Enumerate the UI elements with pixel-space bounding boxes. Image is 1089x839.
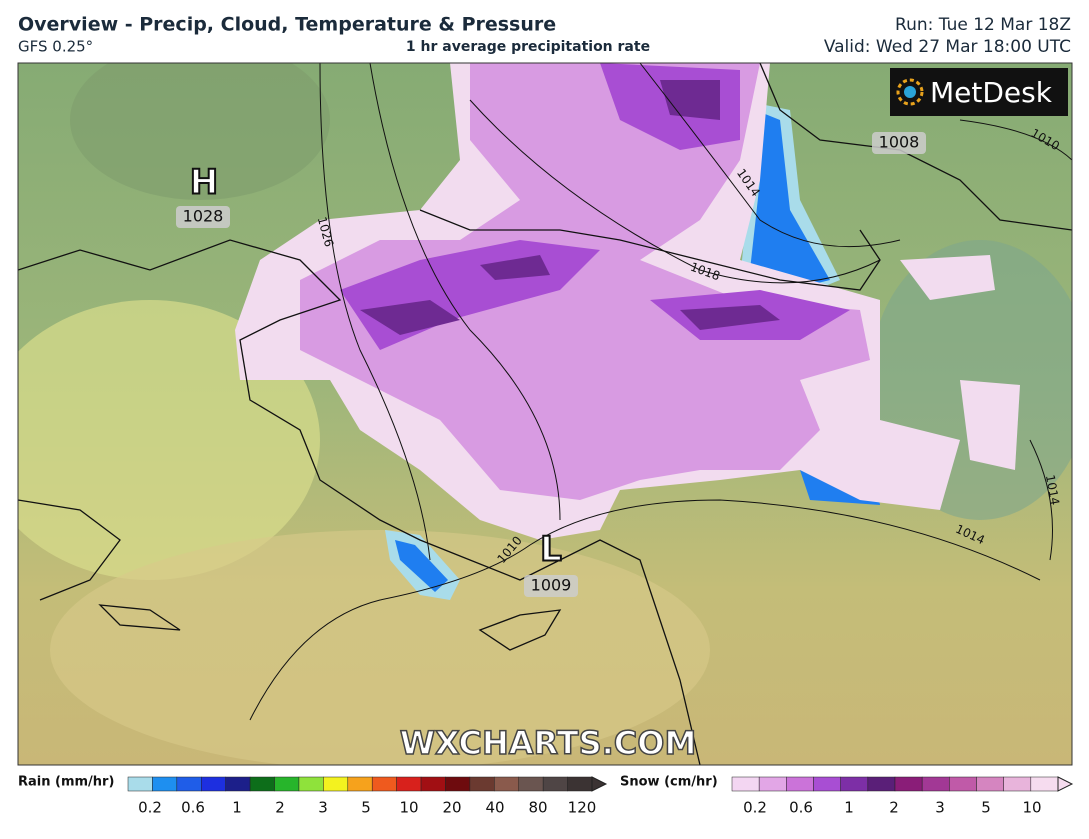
snow-swatch (840, 776, 869, 792)
snow-swatch (949, 776, 977, 792)
snow-legend-label: 0.2 (743, 799, 767, 817)
snow-legend-label: 3 (935, 799, 945, 817)
rain-legend-label: 1 (232, 799, 242, 817)
snow-legend-label: 2 (889, 799, 899, 817)
rain-legend-label: 20 (442, 799, 461, 817)
snow-area (300, 63, 870, 500)
snow-swatch (786, 776, 814, 792)
snow-area (660, 80, 720, 120)
snow-area (900, 255, 995, 300)
rain-swatch (542, 776, 568, 792)
rain-swatch (420, 776, 446, 792)
rain-legend-label: 0.6 (181, 799, 205, 817)
rain-legend-label: 120 (568, 799, 597, 817)
rain-legend-label: 5 (361, 799, 371, 817)
title: Overview - Precip, Cloud, Temperature & … (18, 14, 556, 36)
logo-box (890, 68, 1068, 116)
rain-legend-label: 0.2 (138, 799, 162, 817)
pressure-symbol: H (190, 163, 218, 203)
pressure-label-bg (872, 132, 926, 154)
snow-swatch (921, 776, 950, 792)
map-frame (17, 62, 1073, 766)
rain-legend-label: 10 (399, 799, 418, 817)
pressure-label-bg (524, 575, 578, 597)
rain-legend-label: 40 (485, 799, 504, 817)
rain-legend-label: 2 (275, 799, 285, 817)
pressure-label-bg (176, 206, 230, 228)
rain-swatch (225, 776, 251, 792)
pressure-value: 1009 (531, 576, 572, 595)
pressure-symbol: L (540, 530, 562, 570)
rain-swatch (469, 776, 495, 792)
rain-swatch (396, 776, 422, 792)
model: GFS 0.25° (18, 38, 93, 56)
snow-swatch (1003, 776, 1032, 792)
rain-swatch (298, 776, 324, 792)
isobars (249, 63, 1072, 721)
cloud-area (70, 63, 330, 200)
snow-legend-label: 1 (844, 799, 854, 817)
valid: Valid: Wed 27 Mar 18:00 UTC (824, 37, 1071, 57)
snow-swatch (894, 776, 923, 792)
pressure-value: 1008 (879, 133, 920, 152)
snow-area (680, 305, 780, 330)
rain-swatch (249, 776, 275, 792)
rain-legend-title: Rain (mm/hr) (18, 775, 114, 790)
rain-swatch (347, 776, 373, 792)
logo: MetDesk (930, 76, 1053, 109)
rain-swatch (176, 776, 202, 792)
rain-swatch (445, 776, 471, 792)
snow-swatch (976, 776, 1004, 792)
snow-swatch (758, 776, 787, 792)
rain-swatch (567, 776, 593, 792)
subtitle: 1 hr average precipitation rate (406, 39, 650, 55)
pressure-value: 1028 (183, 207, 224, 226)
snow-swatch (867, 776, 896, 792)
snow-swatch (731, 776, 760, 792)
rain-swatch (152, 776, 178, 792)
rain-area (395, 540, 448, 592)
snow-legend-title: Snow (cm/hr) (620, 775, 718, 790)
isobar-label: 1014 (1043, 474, 1062, 507)
logo-icon (896, 78, 924, 106)
snow-legend-label: 10 (1022, 799, 1041, 817)
snow-legend-label: 5 (981, 799, 991, 817)
snow-area (360, 300, 460, 335)
snow-area (480, 255, 550, 280)
run: Run: Tue 12 Mar 18Z (895, 15, 1071, 35)
snow-swatch (813, 776, 841, 792)
watermark: WXCHARTS.COM (400, 724, 697, 762)
snow-area (960, 380, 1020, 470)
rain-swatch (323, 776, 349, 792)
rain-legend-label: 80 (528, 799, 547, 817)
snow-swatch (1030, 776, 1059, 792)
rain-area (750, 110, 830, 290)
rain-swatch (494, 776, 519, 792)
rain-arrow (591, 776, 608, 792)
rain-swatch (274, 776, 300, 792)
rain-swatch (201, 776, 226, 792)
rain-legend-label: 3 (318, 799, 328, 817)
snow-legend-label: 0.6 (789, 799, 813, 817)
snow-arrow (1057, 776, 1074, 792)
rain-swatch (127, 776, 153, 792)
rain-swatch (518, 776, 544, 792)
rain-swatch (371, 776, 397, 792)
